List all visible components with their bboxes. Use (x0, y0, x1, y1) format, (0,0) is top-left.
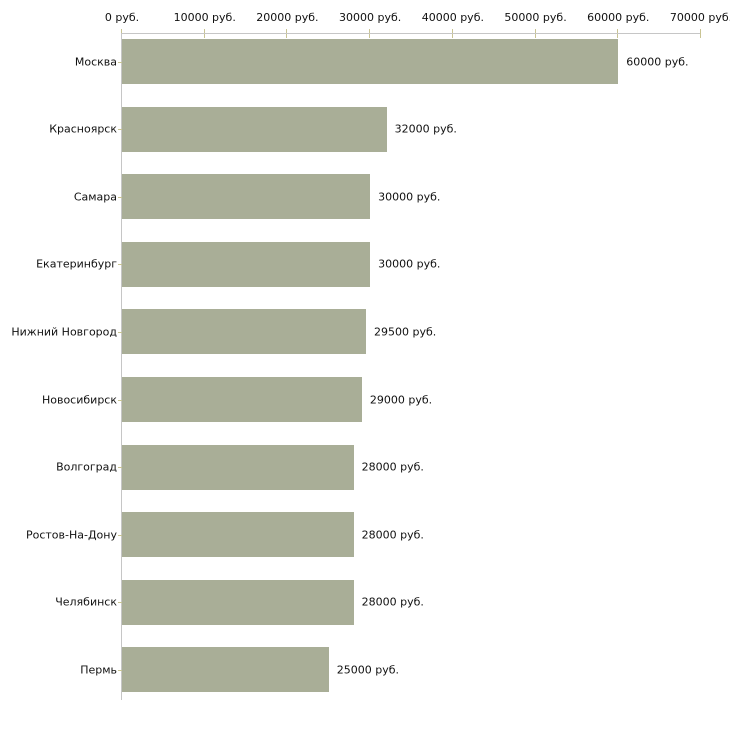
x-axis-tick-label: 60000 руб. (587, 11, 650, 24)
value-label: 30000 руб. (378, 257, 441, 271)
bar-Челябинск (122, 579, 354, 625)
category-label: Челябинск (55, 595, 117, 609)
category-tick-mark (118, 467, 122, 469)
bar-Екатеринбург (122, 241, 371, 287)
value-label: 30000 руб. (378, 190, 441, 204)
bar-Нижний Новгород (122, 309, 366, 355)
x-axis-tick-label: 50000 руб. (504, 11, 567, 24)
value-label: 32000 руб. (394, 122, 457, 136)
category-tick-mark (118, 196, 122, 198)
category-label: Москва (74, 55, 117, 68)
value-label: 28000 руб. (361, 595, 424, 609)
value-label: 28000 руб. (361, 528, 424, 542)
x-axis-tick-label: 20000 руб. (256, 11, 319, 24)
bar-Москва (122, 39, 619, 84)
category-tick-mark (118, 399, 122, 401)
x-axis-tick-label: 40000 руб. (421, 11, 484, 24)
bar-Самара (122, 174, 371, 220)
category-tick-mark (118, 602, 122, 604)
value-label: 29000 руб. (369, 393, 433, 406)
category-label: Волгоград (56, 460, 117, 474)
value-label: 28000 руб. (361, 460, 424, 474)
bar-Ростов-На-Дону (122, 512, 354, 558)
category-tick-mark (118, 534, 122, 536)
x-axis-tick-label: 30000 руб. (339, 11, 402, 24)
value-label: 60000 руб. (626, 55, 689, 68)
category-label: Ростов-На-Дону (25, 528, 117, 542)
category-tick-mark (118, 61, 122, 63)
category-label: Красноярск (49, 122, 117, 136)
bar-Пермь (122, 647, 329, 693)
category-tick-mark (118, 669, 122, 671)
value-label: 29500 руб. (374, 325, 437, 339)
category-label: Самара (73, 190, 117, 204)
x-axis-tick-label: 10000 руб. (173, 11, 236, 24)
bar-Новосибирск (122, 377, 362, 422)
x-axis-tick-label: 0 руб. (104, 11, 140, 24)
category-label: Пермь (80, 663, 117, 677)
bar-Волгоград (122, 444, 354, 490)
value-label: 25000 руб. (336, 663, 400, 677)
category-tick-mark (118, 264, 122, 266)
category-tick-mark (118, 129, 122, 131)
x-axis-tick-label: 70000 руб. (669, 11, 730, 24)
category-tick-mark (118, 331, 122, 333)
x-axis-line (121, 33, 700, 34)
category-label: Новосибирск (41, 393, 117, 406)
y-axis-line (121, 33, 122, 700)
bar-Красноярск (122, 106, 387, 152)
category-label: Нижний Новгород (11, 325, 117, 339)
x-axis-tick-mark (700, 29, 701, 38)
category-label: Екатеринбург (36, 257, 117, 271)
